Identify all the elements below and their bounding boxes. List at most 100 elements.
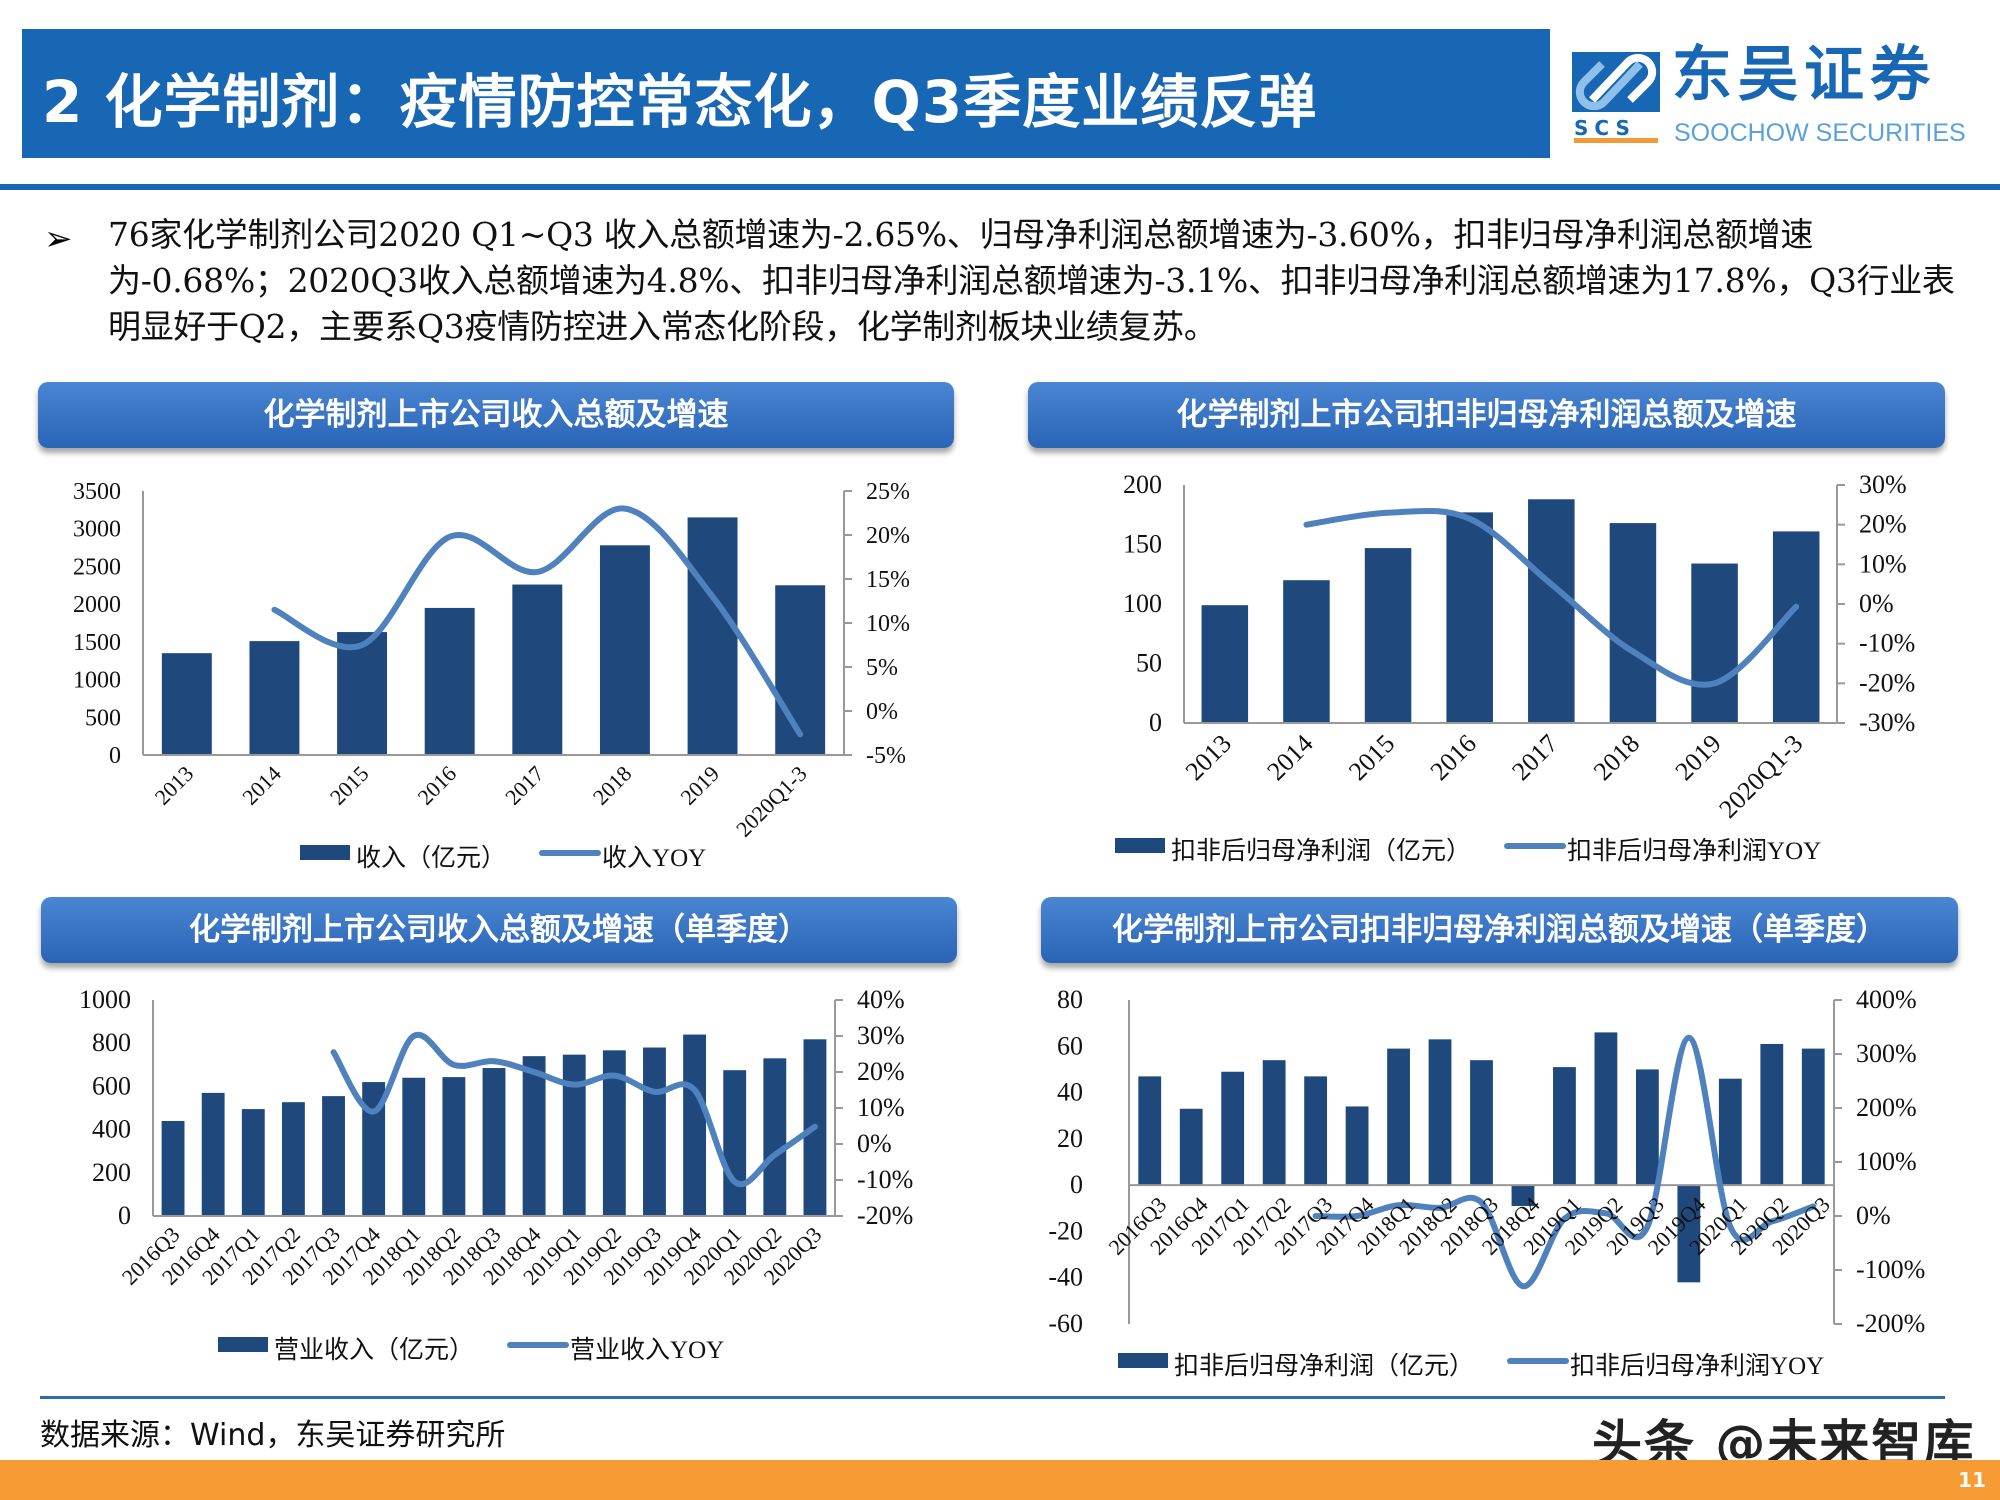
bar-2018Q3 — [482, 1068, 506, 1216]
chart-3: 02004006008001000-20%-10%0%10%20%30%40%2… — [79, 985, 913, 1364]
arrow-bullet-icon: ➢ — [44, 219, 73, 259]
x-tick-label: 2013 — [150, 761, 199, 810]
bar-2017Q1 — [241, 1109, 265, 1216]
bar-2018Q3 — [1470, 1060, 1493, 1186]
bar-2020Q2 — [763, 1058, 787, 1216]
right-tick-label: 25% — [866, 479, 910, 505]
legend-bar-swatch — [300, 845, 350, 860]
legend-line-label: 扣非后归母净利润YOY — [1570, 1352, 1824, 1380]
legend-line-label: 营业收入YOY — [570, 1336, 724, 1364]
bar-2017Q1 — [1221, 1071, 1245, 1186]
right-tick-label: 0% — [866, 699, 898, 725]
bar-2016 — [424, 607, 475, 755]
left-tick-label: -20 — [1048, 1216, 1083, 1245]
bar-2018Q1 — [1387, 1048, 1410, 1186]
bar-2019Q4 — [1677, 1185, 1701, 1283]
bar-2018Q2 — [442, 1077, 466, 1216]
bar-2017Q3 — [322, 1096, 345, 1216]
x-tick-label: 2018 — [588, 761, 637, 810]
right-tick-label: 100% — [1856, 1147, 1917, 1176]
left-tick-label: 500 — [85, 705, 121, 731]
legend-line-label: 收入YOY — [602, 844, 706, 872]
logo-abbr: SCS — [1574, 118, 1658, 143]
page-number: 11 — [1958, 1468, 1986, 1492]
bar-2014 — [1283, 580, 1330, 723]
logo-mark-icon — [1572, 52, 1660, 112]
bar-2019 — [1691, 563, 1738, 723]
bar-2013 — [161, 653, 212, 755]
x-tick-label: 2018 — [1588, 729, 1645, 786]
x-tick-label: 2014 — [1261, 729, 1318, 786]
bar-2019Q1 — [562, 1054, 586, 1216]
yoy-line — [1312, 1034, 1817, 1290]
left-tick-label: 50 — [1136, 649, 1162, 678]
left-tick-label: 0 — [1149, 708, 1162, 737]
bar-2019Q2 — [1594, 1032, 1618, 1186]
right-tick-label: 0% — [1859, 589, 1894, 618]
logo-chinese-name: 东吴证券 — [1672, 40, 1936, 110]
header-divider — [0, 184, 2000, 190]
bar-2019 — [687, 517, 738, 755]
bar-2019Q3 — [1635, 1069, 1659, 1186]
right-tick-label: 20% — [866, 523, 910, 549]
x-tick-label: 2019 — [1670, 729, 1727, 786]
x-tick-label: 2016 — [1425, 729, 1482, 786]
bar-2019Q2 — [602, 1050, 626, 1216]
bar-2018 — [1609, 523, 1657, 723]
right-tick-label: 10% — [857, 1093, 905, 1122]
left-tick-label: 3500 — [73, 479, 121, 505]
right-tick-label: 20% — [1859, 510, 1907, 539]
left-tick-label: 1000 — [73, 668, 121, 694]
x-tick-label: 2017 — [1506, 729, 1563, 786]
left-tick-label: 200 — [92, 1158, 131, 1187]
bar-2018Q4 — [522, 1056, 546, 1216]
bar-2013 — [1201, 605, 1249, 723]
left-tick-label: 0 — [1070, 1170, 1083, 1199]
bar-2017 — [512, 584, 563, 755]
left-tick-label: 60 — [1057, 1031, 1083, 1060]
left-tick-label: 800 — [92, 1028, 131, 1057]
soochow-logo: SCS 东吴证券 SOOCHOW SECURITIES — [1572, 42, 1972, 158]
right-tick-label: 10% — [1859, 549, 1907, 578]
bar-2016 — [1446, 512, 1493, 723]
left-tick-label: 400 — [92, 1115, 131, 1144]
right-tick-label: 30% — [857, 1021, 905, 1050]
x-tick-label: 2016 — [412, 761, 461, 810]
right-tick-label: 5% — [866, 655, 898, 681]
right-tick-label: 15% — [866, 567, 910, 593]
page-title: 2 化学制剂：疫情防控常态化，Q3季度业绩反弹 — [42, 68, 1318, 136]
right-tick-label: -20% — [857, 1201, 913, 1230]
chart-2: 0 50 100 150 200 -30% -20% -10% 0% 10% 20% 30% 2013 2… — [1115, 470, 1915, 865]
x-tick-label: 2015 — [1343, 729, 1400, 786]
bar-2018Q4 — [1511, 1185, 1535, 1206]
bar-2017Q4 — [1345, 1106, 1369, 1186]
x-tick-label: 2020Q1-3 — [1713, 729, 1808, 824]
summary-text: 76家化学制剂公司2020 Q1~Q3 收入总额增速为-2.65%、归母净利润总… — [108, 215, 1955, 346]
left-tick-label: -40 — [1048, 1263, 1083, 1292]
bar-2016Q4 — [1179, 1108, 1203, 1186]
chart-4: -60 -40 -20 0 20 40 60 80 -200% -100% 0% 100% 200% 30… — [1048, 985, 1925, 1380]
right-tick-label: 0% — [1856, 1201, 1891, 1230]
left-tick-label: 2000 — [73, 592, 121, 618]
x-tick-label: 2015 — [325, 761, 374, 810]
left-tick-label: 0 — [109, 743, 121, 769]
bar-2020Q3 — [1801, 1048, 1825, 1186]
right-tick-label: -10% — [857, 1165, 913, 1194]
bar-2018 — [599, 545, 650, 755]
x-tick-label: 2017 — [500, 761, 549, 810]
bar-2020Q1-3 — [775, 585, 826, 755]
left-tick-label: 3000 — [73, 517, 121, 543]
bar-2017 — [1528, 499, 1575, 723]
bar-2020Q2 — [1760, 1043, 1784, 1186]
legend-bar-label: 扣非后归母净利润（亿元） — [1174, 1352, 1474, 1380]
bar-2018Q2 — [1428, 1039, 1452, 1186]
footer-bar — [0, 1460, 2000, 1500]
right-tick-label: 20% — [857, 1057, 905, 1086]
right-tick-label: 300% — [1856, 1039, 1917, 1068]
data-source: 数据来源：Wind，东吴证券研究所 — [40, 1418, 506, 1453]
left-tick-label: 150 — [1123, 530, 1162, 559]
bar-2020Q1 — [723, 1070, 747, 1216]
left-tick-label: 100 — [1123, 589, 1162, 618]
legend-bar-swatch — [1115, 838, 1165, 853]
legend-line-label: 扣非后归母净利润YOY — [1567, 837, 1821, 865]
